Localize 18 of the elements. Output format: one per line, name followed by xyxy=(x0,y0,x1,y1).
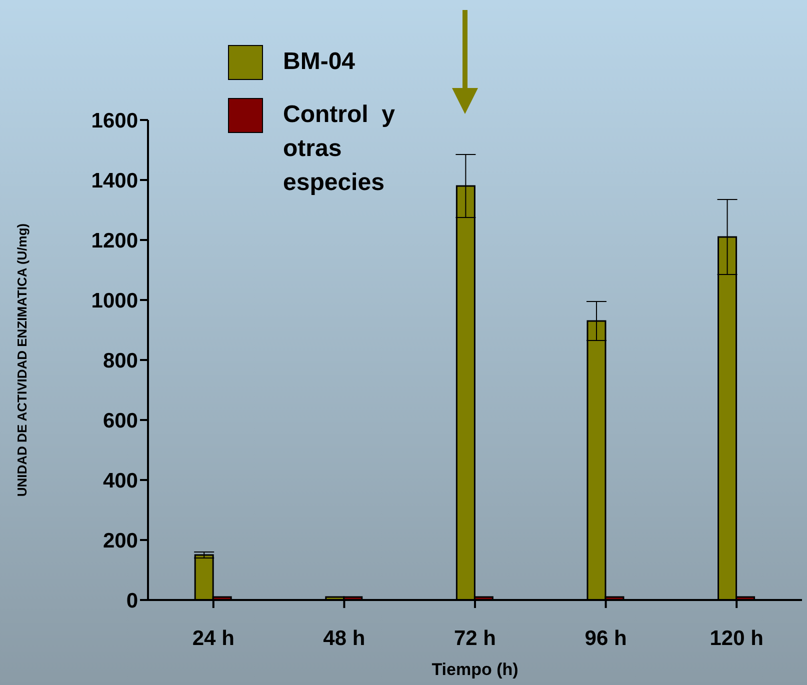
y-tick-label: 0 xyxy=(126,589,138,612)
legend-label: Control y otras especies xyxy=(283,100,396,198)
y-tick-label: 600 xyxy=(102,409,138,432)
y-axis-title: UNIDAD DE ACTIVIDAD ENZIMATICA (U/mg) xyxy=(14,223,30,497)
y-tick-label: 200 xyxy=(102,529,138,552)
y-tick-label: 400 xyxy=(102,469,138,492)
x-axis-title: Tiempo (h) xyxy=(432,660,518,679)
x-tick-label: 48 h xyxy=(323,626,366,650)
y-tick-label: 1600 xyxy=(91,109,138,132)
y-tick-label: 1000 xyxy=(91,289,138,312)
x-tick-label: 120 h xyxy=(710,626,764,650)
x-tick-label: 96 h xyxy=(584,626,627,650)
legend-label: BM-04 xyxy=(283,47,356,77)
x-tick-label: 72 h xyxy=(454,626,496,650)
y-tick-label: 800 xyxy=(102,349,138,372)
y-tick-label: 1200 xyxy=(91,229,138,252)
y-tick-label: 1400 xyxy=(91,169,138,192)
x-tick-label: 24 h xyxy=(192,626,234,650)
